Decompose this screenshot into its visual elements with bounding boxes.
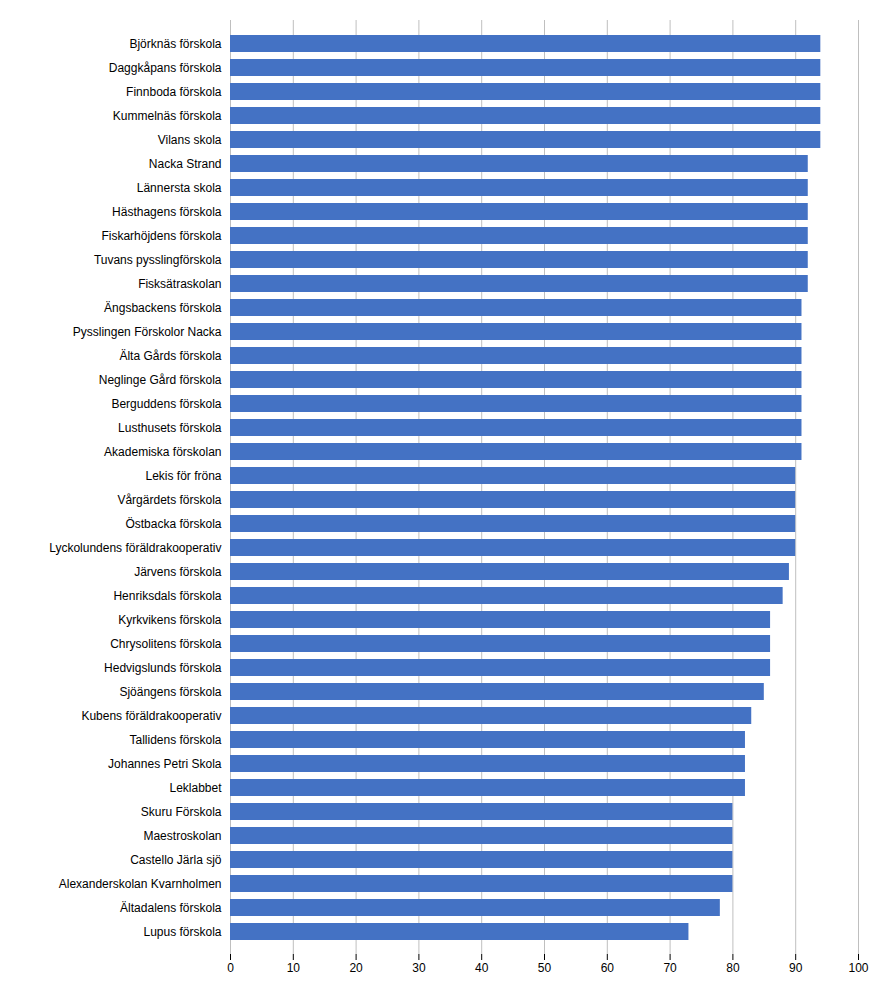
svg-text:Lyckolundens föräldrakooperati: Lyckolundens föräldrakooperativ	[49, 541, 221, 555]
svg-text:Tallidens förskola: Tallidens förskola	[129, 733, 221, 747]
svg-text:Älta Gårds förskola: Älta Gårds förskola	[119, 349, 221, 363]
svg-text:Ältadalens förskola: Ältadalens förskola	[120, 901, 222, 915]
svg-text:90: 90	[789, 961, 803, 975]
svg-text:80: 80	[726, 961, 740, 975]
svg-text:Nacka Strand: Nacka Strand	[149, 157, 222, 171]
svg-text:Daggkåpans förskola: Daggkåpans förskola	[109, 61, 222, 75]
svg-text:70: 70	[663, 961, 677, 975]
svg-text:Hästhagens förskola: Hästhagens förskola	[112, 205, 222, 219]
svg-text:Fiskarhöjdens förskola: Fiskarhöjdens förskola	[101, 229, 221, 243]
svg-text:Pysslingen Förskolor Nacka: Pysslingen Förskolor Nacka	[73, 325, 222, 339]
svg-text:Lekis för fröna: Lekis för fröna	[145, 469, 221, 483]
svg-text:Kummelnäs förskola: Kummelnäs förskola	[113, 109, 222, 123]
svg-text:Kyrkvikens förskola: Kyrkvikens förskola	[118, 613, 222, 627]
svg-text:Lännersta skola: Lännersta skola	[137, 181, 222, 195]
svg-text:20: 20	[349, 961, 363, 975]
svg-text:Maestroskolan: Maestroskolan	[143, 829, 221, 843]
svg-text:Sjöängens förskola: Sjöängens förskola	[119, 685, 221, 699]
svg-text:Berguddens förskola: Berguddens förskola	[111, 397, 221, 411]
svg-text:Hedvigslunds förskola: Hedvigslunds förskola	[104, 661, 222, 675]
svg-text:40: 40	[475, 961, 489, 975]
svg-text:Leklabbet: Leklabbet	[169, 781, 222, 795]
svg-text:Kubens föräldrakooperativ: Kubens föräldrakooperativ	[81, 709, 221, 723]
svg-text:Henriksdals förskola: Henriksdals förskola	[113, 589, 221, 603]
svg-text:Björknäs förskola: Björknäs förskola	[129, 37, 221, 51]
svg-text:Skuru Förskola: Skuru Förskola	[141, 805, 222, 819]
svg-text:Östbacka förskola: Östbacka förskola	[125, 517, 221, 531]
svg-text:Lusthusets förskola: Lusthusets förskola	[118, 421, 222, 435]
svg-text:Vilans skola: Vilans skola	[158, 133, 222, 147]
svg-text:Järvens förskola: Järvens förskola	[134, 565, 222, 579]
svg-text:Neglinge Gård förskola: Neglinge Gård förskola	[99, 373, 222, 387]
svg-text:Lupus förskola: Lupus förskola	[143, 925, 221, 939]
svg-text:Finnboda förskola: Finnboda förskola	[126, 85, 222, 99]
svg-text:Ängsbackens förskola: Ängsbackens förskola	[104, 301, 222, 315]
svg-text:Alexanderskolan Kvarnholmen: Alexanderskolan Kvarnholmen	[59, 877, 222, 891]
svg-text:50: 50	[538, 961, 552, 975]
svg-text:Johannes Petri Skola: Johannes Petri Skola	[108, 757, 222, 771]
svg-text:0: 0	[227, 961, 234, 975]
svg-text:60: 60	[601, 961, 615, 975]
svg-text:Chrysolitens förskola: Chrysolitens förskola	[110, 637, 222, 651]
svg-text:10: 10	[287, 961, 301, 975]
svg-text:30: 30	[412, 961, 426, 975]
svg-text:Tuvans pysslingförskola: Tuvans pysslingförskola	[94, 253, 222, 267]
svg-text:Castello Järla sjö: Castello Järla sjö	[130, 853, 222, 867]
svg-text:100: 100	[848, 961, 868, 975]
svg-text:Akademiska förskolan: Akademiska förskolan	[104, 445, 221, 459]
svg-text:Vårgärdets förskola: Vårgärdets förskola	[117, 493, 221, 507]
svg-text:Fisksätraskolan: Fisksätraskolan	[138, 277, 221, 291]
